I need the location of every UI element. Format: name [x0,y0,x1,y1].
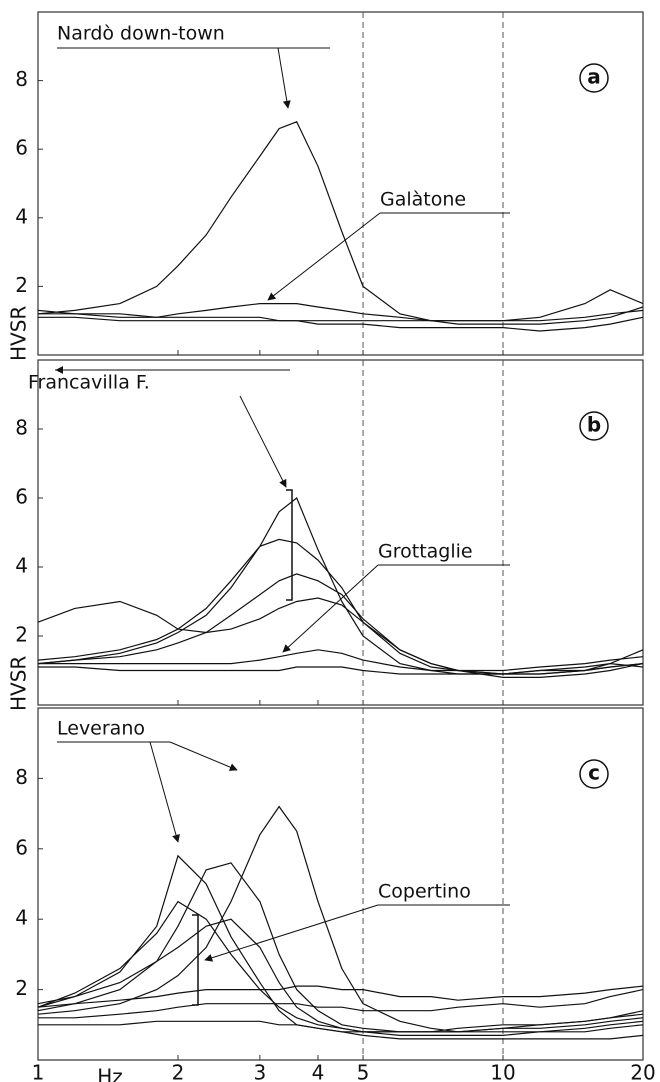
panel-label-circle [579,63,609,93]
y-tick-label: 2 [15,623,28,647]
panel-label: b [587,413,601,437]
x-axis-label: Hz [97,1065,123,1082]
hvsr-curve [38,316,644,332]
x-tick-label: 20 [630,1061,655,1082]
panel-frame [37,11,644,356]
hvsr-curve [37,805,644,1033]
hvsr-curve [37,306,644,325]
hvsr-curve [38,649,644,672]
hvsr-curve [37,573,644,678]
y-tick-label: 4 [15,204,28,228]
annotation: Galàtone [380,189,466,211]
x-tick-label: 3 [254,1061,267,1082]
x-tick-label: 10 [490,1061,515,1082]
annotation: Francavilla F. [28,372,150,394]
annotation-arrow [149,741,180,843]
y-tick-label: 8 [15,67,28,91]
hvsr-curve [37,121,644,322]
hvsr-curve [38,1020,644,1040]
x-tick-label: 4 [312,1061,325,1082]
y-tick-label: 6 [15,835,28,859]
bracket [286,489,293,601]
y-tick-label: 8 [15,416,28,440]
hvsr-curve [38,303,644,322]
hvsr-curve [37,918,644,1036]
hvsr-curve [37,900,644,1033]
x-tick-label: 2 [172,1061,185,1082]
bracket [192,914,199,1006]
y-tick-label: 4 [15,554,28,578]
annotation: Nardò down-town [57,23,225,45]
y-axis-label: HVSR [7,306,31,361]
annotation: Grottaglie [378,541,473,563]
x-tick-label: 5 [357,1061,370,1082]
annotation-arrow [277,47,291,109]
hvsr-curve [37,597,644,675]
panel-label: c [588,761,600,785]
y-tick-label: 2 [15,976,28,1000]
annotation-arrow [282,564,379,653]
y-tick-label: 4 [15,906,28,930]
hvsr-curve [37,854,644,1033]
hvsr-curve [37,862,644,1033]
y-tick-label: 2 [15,273,28,297]
annotation-arrow [169,741,238,771]
panel-label: a [587,65,601,89]
y-tick-label: 8 [15,765,28,789]
hvsr-curve [38,663,644,675]
hvsr-curve [38,989,644,1019]
panel-label-circle [579,759,609,789]
panel-frame [37,707,644,1061]
y-tick-label: 6 [15,136,28,160]
y-tick-label: 6 [15,485,28,509]
hvsr-curve [37,538,644,675]
panel-frame [37,359,644,706]
annotation: Copertino [378,881,471,903]
annotation-arrow [204,904,379,962]
panel-label-circle [579,411,609,441]
x-tick-label: 1 [32,1061,45,1082]
hvsr-curve [37,985,644,1008]
annotation-arrow [267,212,381,301]
annotation: Leverano [57,718,145,740]
y-axis-label: HVSR [7,656,31,711]
annotation-arrow [239,395,287,488]
